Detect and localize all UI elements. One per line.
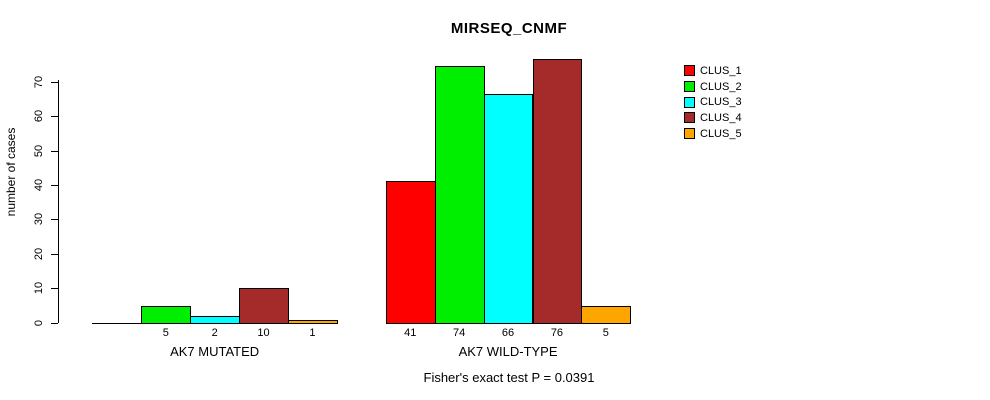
- y-tick-label-60: 60: [33, 109, 45, 123]
- legend-item-clus_2: CLUS_2: [684, 79, 742, 95]
- y-tick-30: [51, 219, 58, 221]
- legend-swatch-clus_5: [684, 128, 695, 140]
- bar-clus_5-group1: [288, 319, 338, 324]
- y-tick-label-0: 0: [33, 319, 45, 326]
- legend-item-clus_3: CLUS_3: [684, 94, 742, 110]
- bar-value-label-clus_4-group1: 10: [257, 327, 270, 339]
- fisher-test-note: Fisher's exact test P = 0.0391: [423, 370, 595, 385]
- legend-item-clus_4: CLUS_4: [684, 110, 742, 126]
- chart-title: MIRSEQ_CNMF: [450, 20, 568, 37]
- bar-clus_1-group2: [385, 180, 436, 324]
- y-tick-0: [51, 322, 58, 324]
- y-tick-50: [51, 150, 58, 152]
- legend-swatch-clus_1: [684, 65, 695, 77]
- bar-clus_4-group1: [239, 288, 289, 324]
- y-tick-label-50: 50: [33, 144, 45, 157]
- bar-value-label-clus_5-group2: 5: [602, 327, 609, 339]
- legend-swatch-clus_4: [684, 112, 695, 124]
- legend-item-clus_5: CLUS_5: [684, 126, 742, 142]
- bar-value-label-clus_3-group1: 2: [211, 327, 218, 339]
- bar-clus_3-group1: [190, 316, 241, 324]
- bar-value-label-clus_2-group2: 74: [453, 327, 466, 339]
- legend-item-clus_1: CLUS_1: [684, 63, 742, 79]
- y-tick-label-40: 40: [33, 178, 45, 192]
- group-label-1: AK7 MUTATED: [170, 344, 260, 359]
- bar-value-label-clus_2-group1: 5: [162, 327, 169, 339]
- bar-value-label-clus_1-group2: 41: [404, 327, 417, 339]
- y-tick-40: [51, 184, 58, 186]
- y-axis-label: number of cases: [4, 127, 18, 217]
- legend-label-clus_4: CLUS_4: [700, 111, 742, 124]
- legend-swatch-clus_3: [684, 96, 695, 108]
- y-tick-20: [51, 253, 58, 255]
- y-tick-label-30: 30: [33, 213, 45, 226]
- bar-value-label-clus_3-group2: 66: [501, 327, 515, 339]
- bar-clus_3-group2: [483, 93, 534, 324]
- legend-label-clus_5: CLUS_5: [700, 127, 742, 140]
- bar-value-label-clus_4-group2: 76: [550, 327, 564, 339]
- bar-clus_2-group1: [141, 305, 192, 324]
- legend-label-clus_1: CLUS_1: [700, 64, 742, 77]
- group-label-2: AK7 WILD-TYPE: [458, 344, 558, 359]
- y-tick-label-70: 70: [33, 75, 45, 88]
- bar-value-label-clus_5-group1: 1: [309, 327, 316, 339]
- legend-label-clus_2: CLUS_2: [700, 80, 742, 93]
- y-tick-10: [51, 288, 58, 290]
- legend: CLUS_1 CLUS_2 CLUS_3 CLUS_4 CLUS_5: [684, 63, 742, 141]
- bar-clus_4-group2: [532, 59, 583, 324]
- legend-label-clus_3: CLUS_3: [700, 96, 742, 109]
- legend-swatch-clus_2: [684, 81, 695, 93]
- y-axis-line: [58, 80, 59, 323]
- y-tick-label-10: 10: [33, 281, 45, 295]
- y-tick-label-20: 20: [33, 247, 45, 260]
- y-tick-60: [51, 116, 58, 118]
- bar-clus_5-group2: [581, 305, 632, 324]
- bar-clus_2-group2: [434, 65, 485, 324]
- y-tick-70: [51, 81, 58, 83]
